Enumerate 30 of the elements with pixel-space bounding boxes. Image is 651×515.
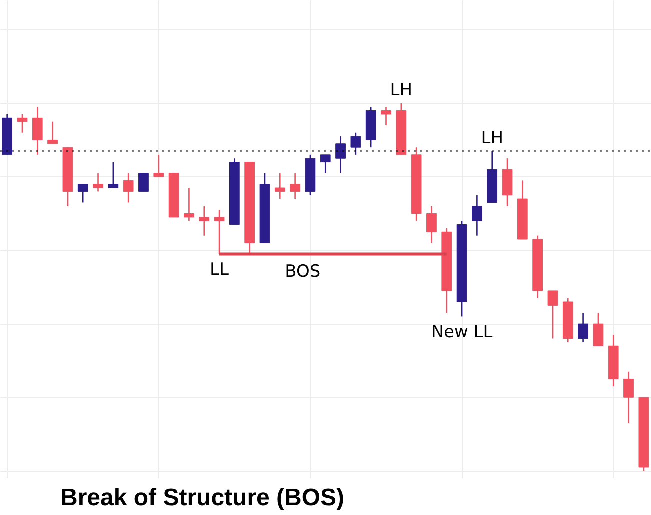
candlestick: [32, 106, 43, 156]
candlestick: [108, 162, 119, 189]
annotation: LH: [481, 128, 504, 148]
candlestick: [48, 121, 58, 145]
candlestick: [154, 154, 164, 178]
candlestick: [320, 154, 331, 174]
candlestick: [593, 312, 604, 347]
candlestick: [214, 209, 225, 255]
candlestick: [548, 290, 558, 340]
candlestick: [123, 172, 134, 204]
candlestick: [350, 132, 362, 156]
candlestick: [290, 172, 300, 200]
candlestick: [17, 114, 28, 134]
candlestick: [93, 172, 104, 192]
annotation: LL: [210, 260, 230, 280]
text: Break of Structure (BOS): [60, 484, 345, 512]
candlestick: [578, 312, 588, 344]
candlestick: [381, 106, 392, 126]
candlestick: [624, 371, 634, 424]
series-label: BOS: [285, 262, 321, 282]
annotation: LH: [390, 80, 413, 100]
candlestick: [78, 184, 88, 204]
candlestick: [336, 136, 346, 174]
candlestick: [274, 172, 286, 200]
annotation: New LL: [431, 322, 494, 343]
candlestick: [426, 206, 437, 244]
candlestick: [199, 206, 210, 236]
candlestick: [472, 194, 482, 236]
candlestick: [138, 172, 149, 192]
candlestick: [184, 187, 194, 222]
